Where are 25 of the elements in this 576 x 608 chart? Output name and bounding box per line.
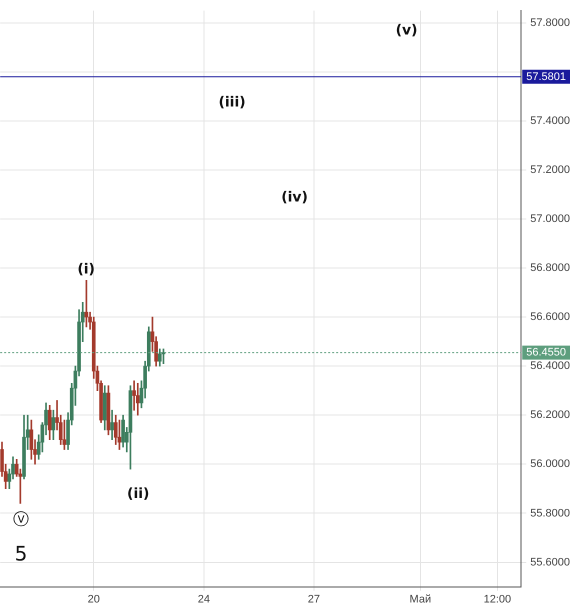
y-tick-label: 57.0000 bbox=[530, 213, 570, 226]
y-tick-label: 57.4000 bbox=[530, 114, 570, 127]
y-tick-label: 56.2000 bbox=[530, 409, 570, 422]
annotation: 5 bbox=[14, 541, 28, 566]
x-tick-label: Май bbox=[410, 593, 432, 606]
y-tick-label: 56.0000 bbox=[530, 458, 570, 470]
y-tick-label: 56.6000 bbox=[530, 311, 570, 324]
annotation: (v) bbox=[396, 22, 418, 38]
y-tick-label: 55.6000 bbox=[530, 556, 570, 568]
y-tick-label: 56.4000 bbox=[530, 360, 570, 372]
annotation: (iv) bbox=[281, 190, 308, 206]
annotation: (iii) bbox=[218, 94, 246, 110]
annotation: ⓥ bbox=[13, 510, 30, 529]
y-tick-label: 57.2000 bbox=[530, 164, 570, 176]
ref-line-label: 56.4550 bbox=[526, 346, 566, 359]
x-tick-label: 24 bbox=[198, 593, 210, 606]
x-tick-label: 12:00 bbox=[484, 593, 512, 606]
ref-line-label: 57.5801 bbox=[526, 70, 566, 83]
annotation: (ii) bbox=[127, 486, 150, 502]
y-tick-label: 56.8000 bbox=[530, 262, 570, 274]
y-tick-label: 55.8000 bbox=[530, 507, 570, 520]
x-tick-label: 20 bbox=[88, 593, 100, 606]
annotation: (i) bbox=[77, 262, 95, 278]
x-tick-label: 27 bbox=[308, 593, 320, 606]
y-tick-label: 57.8000 bbox=[530, 16, 570, 29]
